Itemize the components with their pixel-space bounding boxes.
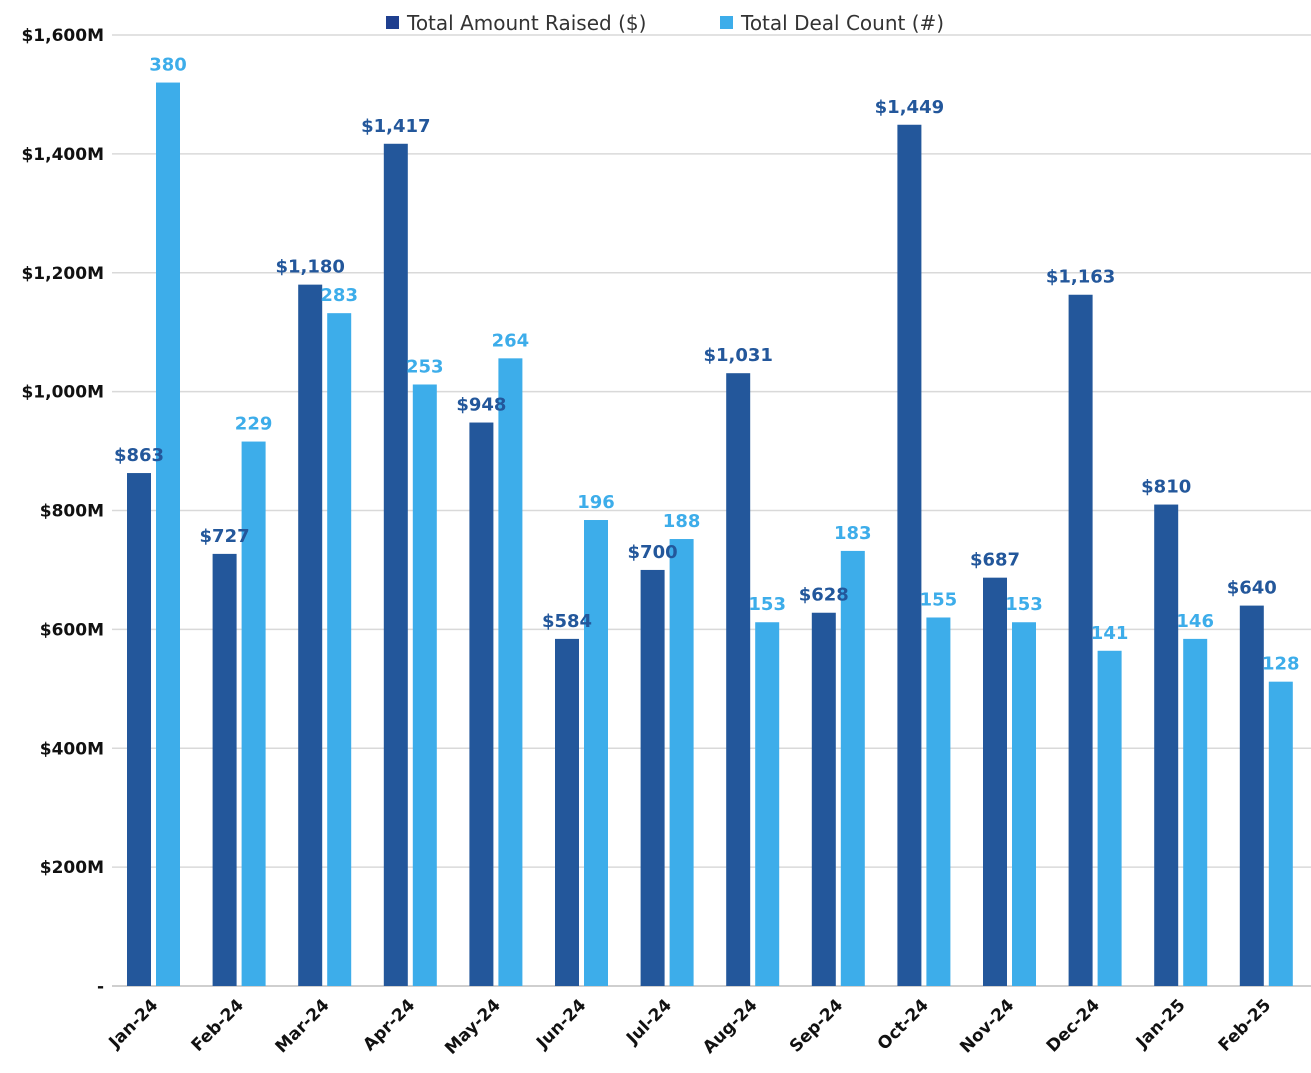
y-tick-label: $800M bbox=[40, 502, 104, 522]
x-tick-label: Oct-24 bbox=[874, 995, 933, 1054]
bar-deal-count bbox=[412, 384, 437, 986]
data-label-amount-raised: $1,031 bbox=[703, 345, 772, 366]
data-label-amount-raised: $948 bbox=[456, 395, 506, 416]
data-label-amount-raised: $700 bbox=[628, 542, 678, 563]
bar-amount-raised bbox=[298, 284, 323, 986]
legend-swatch-amount-raised bbox=[386, 16, 399, 29]
data-label-amount-raised: $810 bbox=[1141, 477, 1191, 498]
bar-amount-raised bbox=[212, 553, 237, 986]
x-tick-label: Jul-24 bbox=[622, 995, 676, 1049]
data-label-amount-raised: $628 bbox=[799, 585, 849, 606]
data-label-deal-count: 264 bbox=[492, 330, 530, 351]
gridlines bbox=[112, 34, 1311, 987]
data-label-deal-count: 146 bbox=[1176, 611, 1214, 632]
bar-deal-count bbox=[498, 358, 523, 987]
x-axis: Jan-24 Feb-24 Mar-24 Apr-24 May-24 Jun-24 Jul-… bbox=[105, 995, 1276, 1059]
x-tick-label: Dec-24 bbox=[1043, 995, 1104, 1056]
bar-deal-count bbox=[1268, 681, 1293, 986]
bar-amount-raised bbox=[1154, 504, 1179, 986]
x-tick-label: Feb-24 bbox=[188, 995, 248, 1055]
bar-deal-count bbox=[926, 617, 951, 986]
data-label-amount-raised: $1,163 bbox=[1046, 267, 1115, 288]
bar-deal-count bbox=[1097, 650, 1122, 986]
x-tick-label: Jan-25 bbox=[1132, 995, 1190, 1053]
x-tick-label: Sep-24 bbox=[786, 995, 847, 1056]
bar-deal-count bbox=[840, 550, 865, 986]
bar-amount-raised bbox=[983, 577, 1007, 986]
legend-label-amount-raised: Total Amount Raised ($) bbox=[406, 11, 646, 35]
x-tick-label: Jan-24 bbox=[105, 995, 163, 1053]
x-tick-label: Apr-24 bbox=[359, 995, 419, 1055]
bar-deal-count bbox=[584, 520, 608, 986]
data-label-amount-raised: $1,180 bbox=[275, 257, 344, 278]
bar-deal-count bbox=[669, 539, 694, 986]
y-tick-label: $400M bbox=[40, 739, 104, 759]
bar-deal-count bbox=[1183, 638, 1208, 986]
bar-amount-raised bbox=[1068, 294, 1093, 986]
bar-amount-raised bbox=[897, 124, 922, 987]
data-label-deal-count: 253 bbox=[406, 356, 444, 377]
data-label-deal-count: 153 bbox=[1005, 594, 1043, 615]
bar-amount-raised bbox=[383, 143, 408, 986]
bar-amount-raised bbox=[640, 569, 665, 986]
y-tick-label: - bbox=[97, 977, 104, 997]
data-label-deal-count: 283 bbox=[320, 285, 358, 306]
data-label-deal-count: 155 bbox=[920, 589, 958, 610]
y-tick-label: $1,600M bbox=[21, 26, 104, 46]
y-tick-label: $1,000M bbox=[21, 383, 104, 403]
y-tick-label: $600M bbox=[40, 620, 104, 640]
bars bbox=[127, 82, 1293, 987]
data-label-deal-count: 196 bbox=[577, 492, 615, 513]
bar-amount-raised bbox=[127, 473, 151, 986]
y-tick-label: $200M bbox=[40, 858, 104, 878]
y-tick-label: $1,400M bbox=[21, 145, 104, 165]
x-tick-label: Feb-25 bbox=[1215, 995, 1275, 1055]
data-label-deal-count: 153 bbox=[748, 594, 786, 615]
legend: Total Amount Raised ($) Total Deal Count … bbox=[386, 11, 944, 35]
bar-amount-raised bbox=[555, 638, 579, 986]
data-labels: $863 380 $727 229 $1,180 283 $1,417 253 $948 264 $… bbox=[114, 55, 1300, 675]
data-label-deal-count: 188 bbox=[663, 511, 701, 532]
legend-label-deal-count: Total Deal Count (#) bbox=[740, 11, 944, 35]
data-label-amount-raised: $863 bbox=[114, 445, 164, 466]
data-label-amount-raised: $1,449 bbox=[875, 97, 944, 118]
data-label-amount-raised: $640 bbox=[1227, 578, 1277, 599]
bar-deal-count bbox=[241, 441, 266, 986]
x-tick-label: Jun-24 bbox=[532, 995, 590, 1053]
x-tick-label: Aug-24 bbox=[699, 995, 761, 1057]
bar-deal-count bbox=[156, 82, 180, 987]
bar-deal-count bbox=[755, 622, 780, 986]
data-label-deal-count: 128 bbox=[1262, 654, 1300, 675]
data-label-deal-count: 229 bbox=[235, 414, 273, 435]
data-label-deal-count: 380 bbox=[149, 55, 187, 76]
y-axis: - $200M $400M $600M $800M $1,000M $1,200M $1,40… bbox=[21, 26, 104, 997]
y-tick-label: $1,200M bbox=[21, 264, 104, 284]
data-label-deal-count: 183 bbox=[834, 523, 872, 544]
data-label-deal-count: 141 bbox=[1091, 623, 1129, 644]
data-label-amount-raised: $1,417 bbox=[361, 116, 430, 137]
data-label-amount-raised: $687 bbox=[970, 550, 1020, 571]
bar-amount-raised bbox=[726, 373, 751, 987]
data-label-amount-raised: $727 bbox=[200, 526, 250, 547]
x-tick-label: Nov-24 bbox=[956, 995, 1018, 1057]
bar-amount-raised bbox=[811, 612, 836, 986]
x-tick-label: Mar-24 bbox=[272, 995, 334, 1057]
bar-amount-raised bbox=[1239, 605, 1264, 986]
data-label-amount-raised: $584 bbox=[542, 611, 592, 632]
legend-swatch-deal-count bbox=[720, 16, 733, 29]
bar-deal-count bbox=[327, 313, 352, 987]
bar-amount-raised bbox=[469, 422, 494, 987]
bar-deal-count bbox=[1012, 622, 1036, 986]
x-tick-label: May-24 bbox=[441, 995, 505, 1059]
